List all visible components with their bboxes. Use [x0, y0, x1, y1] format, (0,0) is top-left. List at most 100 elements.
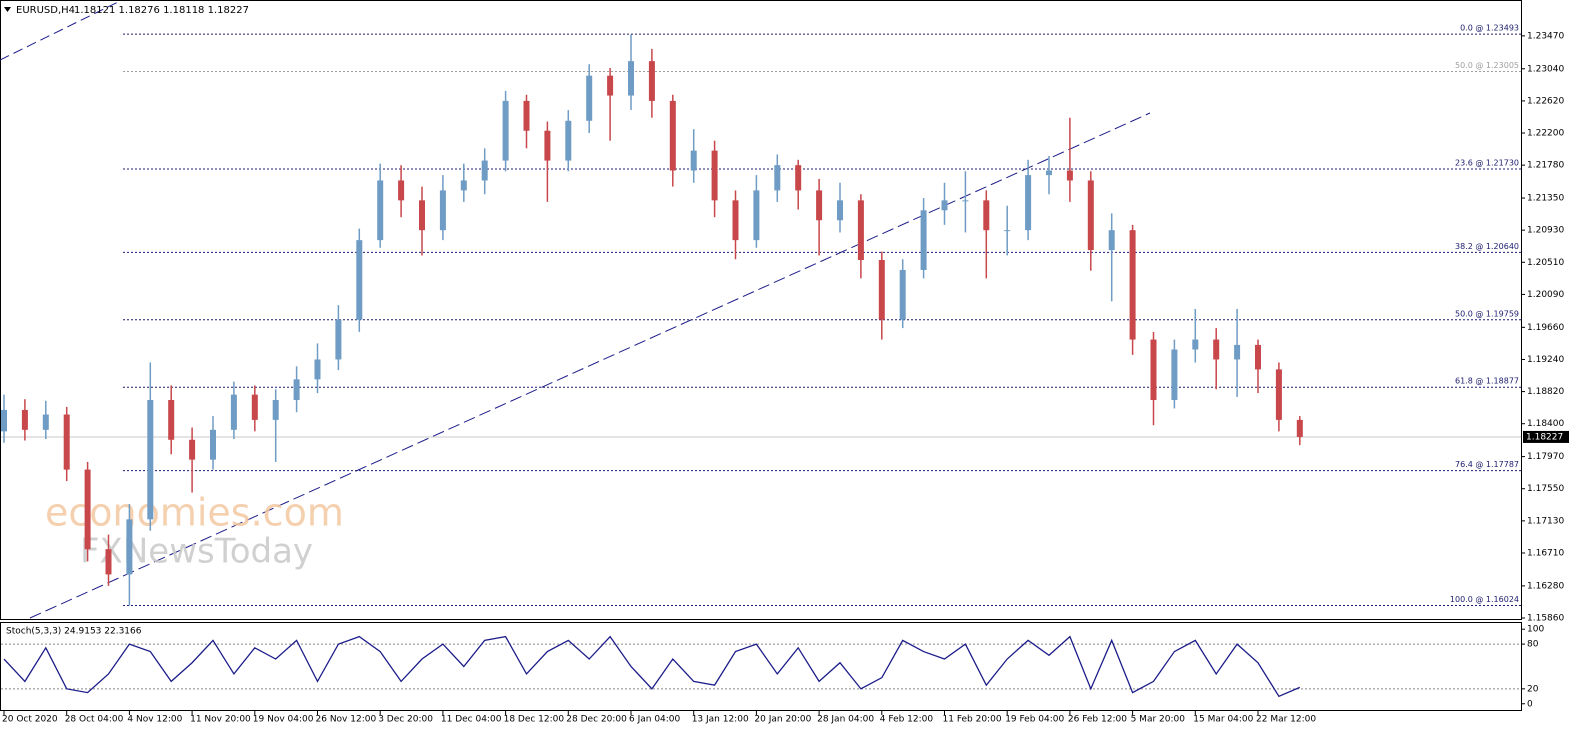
candle-body [857, 200, 864, 261]
candle-body [1150, 339, 1157, 400]
fib-label: 23.6 @ 1.21730 [1455, 158, 1519, 167]
x-tick-label: 11 Nov 20:00 [190, 715, 251, 725]
y-tick-label: 1.18400 [1527, 419, 1564, 429]
watermark: economies.com [45, 491, 344, 535]
candle-body [648, 61, 655, 101]
candle-body [753, 190, 760, 241]
candle-body [147, 399, 154, 520]
candle-body [314, 359, 321, 380]
candle-body [983, 200, 990, 231]
x-tick-label: 18 Dec 12:00 [504, 715, 565, 725]
fib-label: 0.0 @ 1.23493 [1460, 24, 1519, 33]
x-tick-label: 6 Jan 04:00 [629, 715, 681, 725]
candle-body [1171, 349, 1178, 400]
trend-line [29, 112, 1151, 619]
candle-body [42, 414, 49, 430]
symbol: EURUSD,H4 [16, 5, 75, 16]
y-tick-label: 1.16280 [1527, 581, 1564, 591]
x-tick-label: 4 Nov 12:00 [127, 715, 182, 725]
candle-body [502, 100, 509, 161]
candle-body [481, 160, 488, 181]
candle-body [732, 200, 739, 241]
stoch-panel [0, 622, 1522, 711]
candle-body [669, 100, 676, 171]
candle-body [1296, 419, 1303, 437]
candle-body [607, 75, 614, 96]
candle-body [962, 200, 969, 202]
x-tick-label: 19 Feb 04:00 [1005, 715, 1064, 725]
x-tick-label: 22 Mar 12:00 [1256, 715, 1316, 725]
candle-body [1192, 339, 1199, 350]
y-tick-label: 1.21350 [1527, 194, 1564, 204]
candle-body [21, 409, 28, 430]
y-tick-label: 1.19240 [1527, 355, 1564, 365]
stoch-tick-label: 100 [1527, 625, 1544, 635]
trend-line [0, 1, 119, 61]
y-tick-label: 1.21780 [1527, 161, 1564, 171]
candle-body [419, 200, 425, 231]
candle-body [1025, 175, 1032, 231]
candle-body [126, 519, 133, 575]
candle-body [439, 190, 446, 231]
candle-body [628, 61, 634, 96]
fib-label: 61.8 @ 1.18877 [1455, 377, 1519, 386]
stoch-tick-label: 20 [1527, 684, 1539, 694]
candle-body [690, 150, 697, 171]
y-tick-label: 1.20090 [1527, 290, 1564, 300]
candle-body [816, 190, 823, 221]
x-tick-label: 4 Feb 12:00 [880, 715, 934, 725]
candle-body [941, 200, 948, 211]
fib-label: 100.0 @ 1.16024 [1450, 595, 1519, 604]
fib-label: 50.0 @ 1.19759 [1455, 309, 1519, 318]
candle-body [1087, 180, 1094, 251]
x-tick-label: 28 Dec 20:00 [566, 715, 627, 725]
candle-body [105, 549, 112, 575]
candle-body [1004, 230, 1011, 232]
x-tick-label: 3 Dec 20:00 [378, 715, 433, 725]
x-tick-label: 26 Nov 12:00 [316, 715, 377, 725]
candle-body [837, 200, 843, 221]
y-tick-label: 1.18820 [1527, 387, 1564, 397]
fib-label: 50.0 @ 1.23005 [1455, 61, 1519, 70]
candle-body [565, 120, 572, 161]
candle-body [920, 210, 927, 270]
x-tick-label: 26 Feb 12:00 [1068, 715, 1127, 725]
candle-body [899, 269, 906, 320]
candle-body [523, 100, 530, 131]
y-tick-label: 1.23040 [1527, 64, 1564, 74]
fib-label: 76.4 @ 1.17787 [1455, 460, 1519, 469]
y-tick-label: 1.16710 [1527, 548, 1564, 558]
candle-body [795, 165, 802, 191]
candle-body [1213, 339, 1220, 360]
y-tick-label: 1.23470 [1527, 31, 1564, 41]
candle-body [168, 399, 175, 440]
candle-body [356, 240, 363, 320]
main-panel [0, 0, 1522, 620]
candle-body [1066, 170, 1073, 181]
stoch-tick-label: 80 [1527, 640, 1539, 650]
x-tick-label: 28 Jan 04:00 [817, 715, 874, 725]
candle-body [1, 409, 7, 432]
candle-body [1234, 344, 1241, 360]
candle-body [293, 379, 300, 400]
x-tick-label: 11 Dec 04:00 [441, 715, 502, 725]
stoch-title: Stoch(5,3,3) 24.9153 22.3166 [6, 627, 142, 637]
candle-body [1129, 230, 1136, 340]
x-tick-label: 15 Mar 04:00 [1193, 715, 1253, 725]
y-tick-label: 1.15860 [1527, 614, 1564, 624]
candle-body [335, 319, 342, 360]
x-tick-label: 13 Jan 12:00 [692, 715, 749, 725]
candle-body [460, 180, 467, 191]
watermark: FXNewsToday [80, 532, 313, 572]
x-tick-label: 11 Feb 20:00 [943, 715, 1002, 725]
candle-body [878, 260, 885, 320]
candle-body [1046, 170, 1052, 176]
y-tick-label: 1.17550 [1527, 484, 1564, 494]
x-tick-label: 28 Oct 04:00 [65, 715, 124, 725]
candle-body [272, 399, 279, 420]
x-tick-label: 20 Oct 2020 [2, 715, 58, 725]
price-box [1523, 430, 1569, 443]
candle-body [1255, 344, 1261, 370]
menu-arrow[interactable] [4, 7, 11, 12]
